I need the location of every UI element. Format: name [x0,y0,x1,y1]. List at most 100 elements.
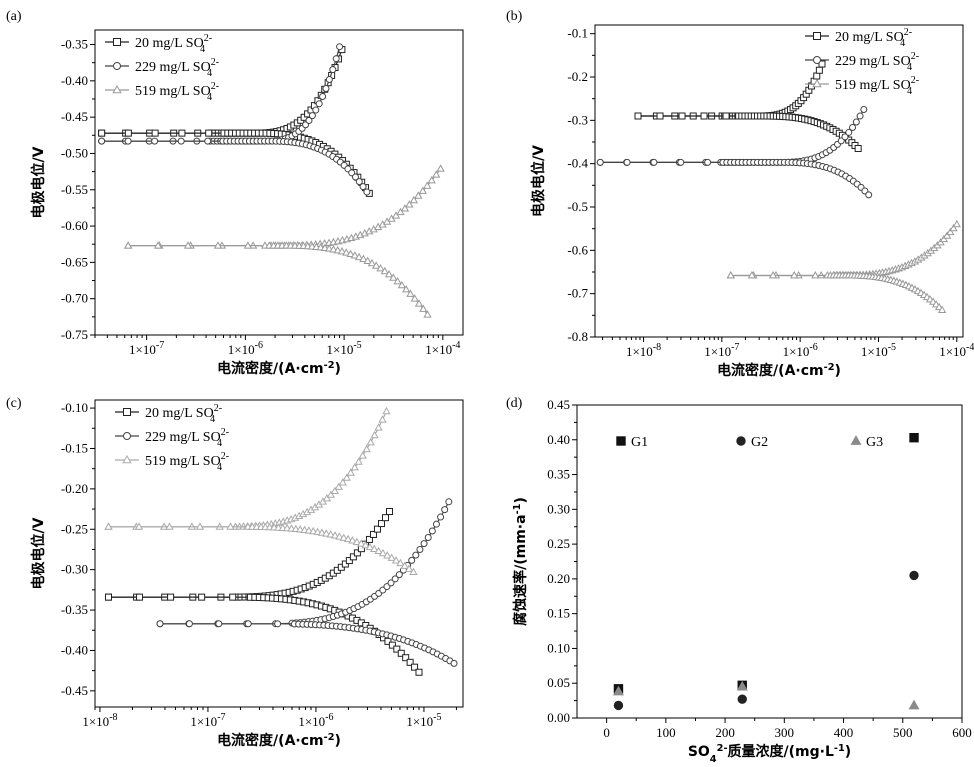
legend-label: 519 mg/L SO2-4 [145,451,229,473]
series-1-point-67 [849,123,857,131]
plot-frame [94,399,464,708]
x-tick-label: 1×10-6 [228,340,263,357]
series-1-point-28 [274,620,282,628]
series-2-cathodic-markers [104,522,418,575]
series-2-point-53 [350,251,359,259]
series-1-point-63 [312,106,320,114]
series-2-point-28 [243,241,253,249]
y-tick-label: 0.10 [547,640,570,655]
series-1-point-69 [332,55,340,63]
y-tick-label: -0.20 [61,481,88,496]
series-0-point-69 [381,514,389,522]
series-1-point-69 [441,506,449,514]
series-2-point-64 [409,195,419,204]
series-1-point-65 [841,133,849,141]
plot-frame [594,24,964,338]
series-2-anodic-line [128,168,442,247]
y-tick-label: -0.3 [567,112,588,127]
series-0-point-62 [353,549,361,557]
series-2-point-28 [811,270,820,279]
x-tick-label: 400 [834,725,854,740]
y-tick-label: 0.25 [547,536,570,551]
legend-marker [813,32,821,40]
series-1-point-0 [156,620,164,628]
series-2-point-56 [348,536,357,544]
series-2-point-59 [338,478,347,486]
series-0-point-69 [411,663,419,671]
series-2-point-60 [342,473,351,481]
panel-label: (a) [6,9,22,24]
series-2-point-55 [343,534,353,543]
series-2-point-68 [414,299,424,307]
x-tick-label: 0 [603,725,610,740]
series-2-point-52 [346,249,355,257]
series-2-point-7 [153,241,163,249]
panel-2: (c) -0.45 -0.40 -0.35 -0.30 -0.25 -0.20 -0.15 -0… [6,396,464,749]
y-tick-label: -0.1 [567,26,588,41]
series-0-point-0 [98,129,106,137]
y-tick-label: -0.7 [567,286,588,301]
x-tick-label: 200 [715,725,735,740]
legend-label: 519 mg/L SO2-4 [135,81,219,103]
series-1-point-69 [359,183,367,191]
y-tick-label: -0.55 [61,182,88,197]
x-tick-label: 1×10-6 [783,342,818,359]
series-0-point-60 [345,557,353,565]
y-tick-label: -0.6 [567,242,588,257]
series-1-point-7 [185,620,193,628]
series-1-point-68 [437,513,445,521]
x-tick-label: 1×10-5 [406,712,441,729]
y-tick-label: -0.75 [61,327,88,342]
series-1-point-14 [215,620,223,628]
series-1-point-28 [704,158,712,166]
legend-label: 20 mg/L SO2-4 [835,27,912,49]
x-axis-label: SO42-质量浓度/(mg·L-1) [688,743,851,765]
series-2-point-21 [790,270,799,279]
series-0-point-14 [678,112,686,120]
x-tick-label: 1×10-4 [425,340,460,357]
x-tick-label: 1×10-6 [298,712,333,729]
series-2-point-0 [123,241,133,249]
y-tick-label: -0.35 [61,37,88,52]
series-2-point-63 [378,548,388,557]
series-2-point-64 [358,451,367,459]
y-tick-label: 0.00 [547,710,570,725]
legend-label: 229 mg/L SO2-4 [145,427,229,449]
series-1-point-70 [445,498,453,506]
series-0-point-70 [386,507,394,515]
series-1-point-14 [151,137,159,145]
series-1-point-58 [395,571,403,579]
series-2-point-63 [354,457,363,465]
series-2-point-21 [213,241,223,249]
series-2-point-60 [380,266,389,275]
plot-area [104,406,458,676]
series-2-point-51 [326,530,335,538]
series-0 [613,432,919,694]
legend-marker [122,454,132,464]
series-1-point-63 [416,546,424,554]
series-1-point-61 [305,117,313,125]
series-2-point-47 [309,526,318,535]
series-0-anodic-line [108,511,391,598]
series-2-point-62 [350,463,359,471]
series-2-point-68 [946,227,955,236]
series-2-cathodic-markers [726,270,947,314]
x-axis-label: 电流密度/(A·cm-2) [217,360,341,378]
series-2 [612,680,920,710]
series-2-point-60 [365,542,375,551]
y-axis-label: 电极电位/V [30,146,47,218]
series-2-point-61 [346,468,355,476]
legend-marker [113,62,121,70]
panel-0: (a) -0.75 -0.70 -0.65 -0.60 -0.55 -0.50 -0.45 -0… [6,9,464,378]
series-2-point-61 [370,544,379,553]
series-2-point-54 [354,252,364,261]
legend-marker [736,436,746,446]
series-2-point-70 [436,164,445,172]
series-0-cathodic-markers [104,593,423,676]
series-2-point-61 [396,207,405,216]
series-0-point-66 [397,649,405,657]
series-1-point-14 [650,158,658,166]
series-2-point-48 [313,527,322,535]
x-tick-label: 1×10-7 [190,712,225,729]
